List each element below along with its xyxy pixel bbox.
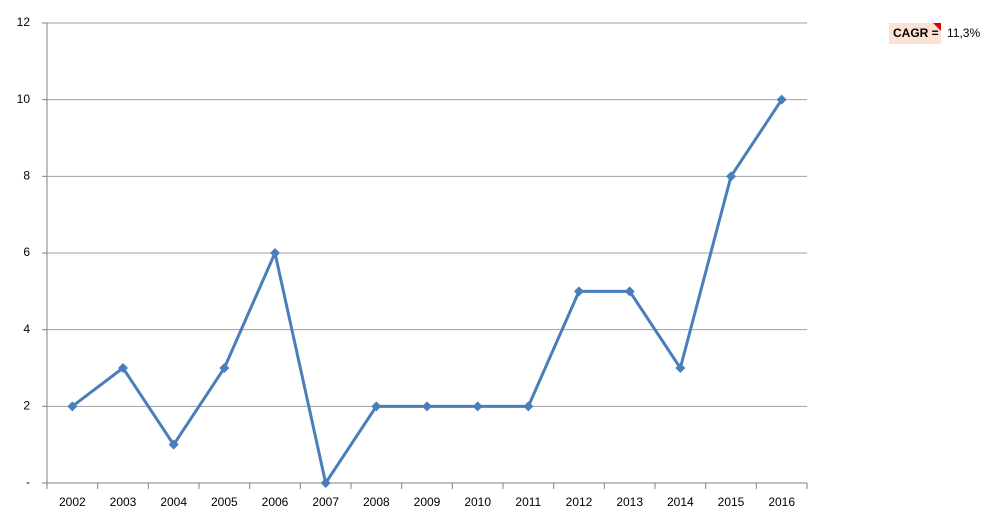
y-tick-label: 6 bbox=[23, 245, 30, 259]
x-tick-label: 2011 bbox=[515, 495, 541, 509]
data-point bbox=[67, 401, 78, 412]
y-tick-label: 8 bbox=[23, 169, 30, 183]
x-tick-label: 2002 bbox=[59, 495, 86, 509]
comment-marker bbox=[933, 23, 941, 31]
x-tick-label: 2008 bbox=[363, 495, 390, 509]
data-point bbox=[219, 363, 230, 373]
x-tick-label: 2014 bbox=[667, 495, 694, 509]
y-tick-label: 12 bbox=[17, 15, 31, 29]
data-point bbox=[270, 248, 280, 258]
data-point bbox=[776, 94, 787, 105]
x-tick-label: 2015 bbox=[718, 495, 745, 509]
x-tick-label: 2009 bbox=[414, 495, 441, 509]
data-point bbox=[118, 363, 128, 373]
data-point bbox=[675, 363, 686, 373]
annotation-box bbox=[889, 23, 941, 44]
x-tick-label: 2003 bbox=[110, 495, 137, 509]
data-point bbox=[523, 401, 534, 412]
y-tick-label: - bbox=[26, 475, 30, 489]
x-tick-label: 2012 bbox=[566, 495, 593, 509]
data-point bbox=[168, 439, 179, 450]
x-tick-label: 2013 bbox=[616, 495, 643, 509]
x-tick-label: 2005 bbox=[211, 495, 238, 509]
y-tick-label: 2 bbox=[23, 399, 30, 413]
data-point bbox=[726, 171, 736, 182]
data-point bbox=[472, 401, 483, 412]
series-line bbox=[71, 98, 783, 485]
data-point bbox=[371, 401, 382, 412]
y-tick-label: 10 bbox=[17, 92, 31, 106]
y-tick-label: 4 bbox=[23, 322, 30, 336]
annotation-text: 11,3% bbox=[947, 26, 980, 40]
annotation-label: CAGR = bbox=[893, 26, 939, 40]
x-tick-label: 2010 bbox=[464, 495, 491, 509]
x-tick-label: 2016 bbox=[768, 495, 795, 509]
x-tick-label: 2007 bbox=[312, 495, 339, 509]
data-point bbox=[574, 286, 584, 297]
data-point bbox=[320, 478, 331, 488]
x-tick-label: 2004 bbox=[160, 495, 187, 509]
x-tick-label: 2006 bbox=[262, 495, 289, 509]
data-point bbox=[422, 401, 432, 412]
data-point bbox=[624, 286, 635, 297]
